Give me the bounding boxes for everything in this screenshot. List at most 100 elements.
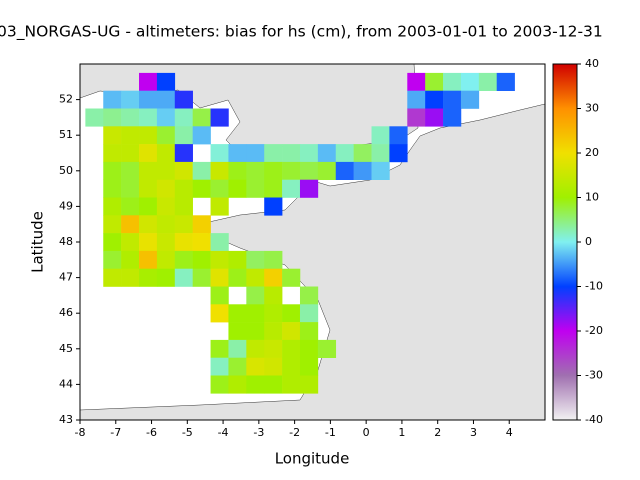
grid-cell: [443, 72, 462, 91]
y-tick-label: 44: [59, 377, 73, 390]
grid-cell: [246, 304, 265, 323]
grid-cell: [121, 215, 140, 234]
grid-cell: [282, 161, 301, 180]
x-tick-label: 0: [363, 426, 370, 439]
grid-cell: [371, 126, 390, 145]
grid-cell: [264, 339, 283, 358]
grid-cell: [264, 322, 283, 341]
grid-cell: [299, 286, 319, 305]
colorbar-tick-label: -30: [585, 369, 603, 382]
y-tick-label: 45: [59, 342, 73, 355]
grid-cell: [228, 304, 247, 323]
grid-cell: [174, 179, 193, 198]
grid-cell: [121, 197, 140, 216]
grid-cell: [228, 161, 247, 180]
grid-cell: [103, 108, 122, 127]
grid-cell: [174, 215, 193, 234]
y-tick-label: 47: [59, 271, 73, 284]
grid-cell: [335, 161, 354, 180]
grid-cell: [246, 179, 265, 198]
grid-cell: [156, 144, 176, 163]
x-tick-label: -1: [325, 426, 336, 439]
grid-cell: [210, 197, 229, 216]
y-tick-label: 48: [59, 235, 73, 248]
grid-cell: [121, 268, 140, 287]
grid-cell: [121, 233, 140, 252]
grid-cell: [121, 179, 140, 198]
grid-cell: [192, 126, 211, 145]
grid-cell: [317, 144, 337, 163]
grid-cell: [210, 161, 229, 180]
grid-cell: [174, 250, 193, 269]
grid-cell: [282, 339, 301, 358]
grid-cell: [139, 126, 158, 145]
grid-cell: [282, 322, 301, 341]
grid-cell: [264, 161, 283, 180]
grid-cell: [192, 215, 211, 234]
grid-cell: [210, 268, 229, 287]
grid-cell: [371, 161, 390, 180]
grid-cell: [174, 197, 193, 216]
grid-cell: [264, 144, 283, 163]
x-tick-label: -6: [146, 426, 157, 439]
grid-cell: [210, 179, 229, 198]
x-tick-label: 1: [398, 426, 405, 439]
grid-cell: [264, 179, 283, 198]
grid-cell: [353, 161, 372, 180]
colorbar-tick-label: 30: [585, 102, 599, 115]
grid-cell: [210, 233, 229, 252]
grid-cell: [425, 108, 444, 127]
grid-cell: [478, 72, 498, 91]
colorbar-tick-label: 20: [585, 146, 599, 159]
grid-cell: [246, 286, 265, 305]
grid-cell: [282, 144, 301, 163]
grid-cell: [139, 161, 158, 180]
grid-cell: [460, 72, 480, 91]
grid-cell: [85, 108, 104, 127]
grid-cell: [407, 108, 426, 127]
grid-cell: [192, 250, 211, 269]
grid-cell: [156, 72, 176, 91]
grid-cell: [299, 322, 319, 341]
grid-cell: [156, 268, 176, 287]
grid-cell: [174, 108, 193, 127]
grid-cell: [156, 90, 176, 109]
grid-cell: [335, 144, 354, 163]
grid-cell: [192, 108, 211, 127]
grid-cell: [210, 339, 229, 358]
map-title: 03_NORGAS-UG - altimeters: bias for hs (…: [0, 23, 603, 42]
y-tick-label: 52: [59, 93, 73, 106]
colorbar-tick-label: 10: [585, 191, 599, 204]
grid-cell: [174, 90, 193, 109]
grid-cell: [103, 215, 122, 234]
x-tick-label: 2: [434, 426, 441, 439]
grid-cell: [139, 72, 158, 91]
grid-cell: [174, 126, 193, 145]
grid-cell: [228, 375, 247, 394]
grid-cell: [264, 197, 283, 216]
grid-cell: [174, 233, 193, 252]
grid-cell: [121, 250, 140, 269]
grid-cell: [121, 90, 140, 109]
grid-cell: [156, 126, 176, 145]
grid-cell: [264, 357, 283, 376]
grid-cell: [264, 286, 283, 305]
grid-cell: [156, 233, 176, 252]
grid-cell: [228, 144, 247, 163]
grid-cell: [156, 161, 176, 180]
grid-cell: [210, 357, 229, 376]
colorbar-tick-label: -10: [585, 280, 603, 293]
grid-cell: [282, 375, 301, 394]
grid-cell: [103, 179, 122, 198]
grid-cell: [139, 215, 158, 234]
grid-cell: [139, 197, 158, 216]
colorbar-tick-label: -20: [585, 324, 603, 337]
grid-cell: [103, 250, 122, 269]
x-tick-label: -5: [182, 426, 193, 439]
grid-cell: [228, 179, 247, 198]
grid-cell: [389, 144, 408, 163]
grid-cell: [156, 215, 176, 234]
grid-cell: [103, 144, 122, 163]
grid-cell: [443, 108, 462, 127]
